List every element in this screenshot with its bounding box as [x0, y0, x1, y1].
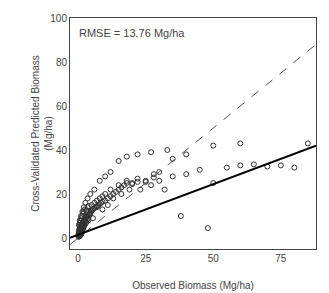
svg-text:Cross-Validated Predicted Biom: Cross-Validated Predicted Biomass(Mg/ha) [30, 55, 54, 212]
svg-text:RMSE = 13.76 Mg/ha: RMSE = 13.76 Mg/ha [79, 27, 185, 39]
svg-text:25: 25 [140, 253, 152, 264]
svg-text:40: 40 [56, 145, 68, 156]
svg-text:0: 0 [75, 253, 81, 264]
svg-text:20: 20 [56, 189, 68, 200]
svg-text:60: 60 [56, 101, 68, 112]
svg-text:80: 80 [56, 57, 68, 68]
svg-text:50: 50 [208, 253, 220, 264]
svg-text:75: 75 [275, 253, 287, 264]
svg-text:100: 100 [50, 13, 67, 24]
svg-text:Observed Biomass (Mg/ha): Observed Biomass (Mg/ha) [132, 280, 254, 291]
svg-text:0: 0 [61, 233, 67, 244]
